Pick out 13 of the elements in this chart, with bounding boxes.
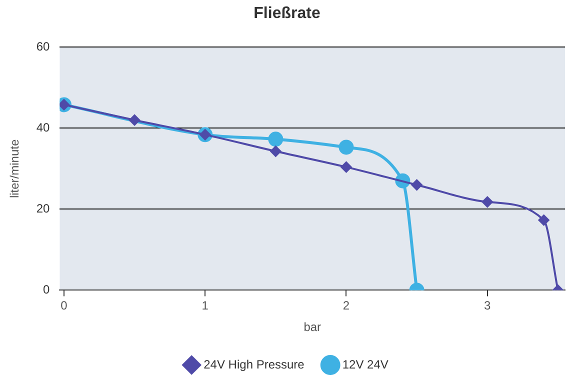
y-tick-label: 0 (43, 282, 50, 297)
y-tick-label: 20 (36, 202, 50, 216)
x-axis-title: bar (304, 320, 322, 334)
legend-label: 12V 24V (342, 357, 388, 372)
legend-label: 24V High Pressure (204, 357, 305, 372)
y-axis-title: liter/minute (8, 139, 22, 198)
x-tick-label: 2 (342, 298, 350, 313)
chart-title: Fließrate (254, 5, 320, 22)
x-tick-label: 0 (60, 298, 68, 313)
x-tick-label: 3 (484, 298, 492, 313)
y-tick-label: 60 (36, 40, 50, 54)
y-tick-label: 40 (36, 120, 50, 135)
x-tick-label: 1 (202, 298, 209, 313)
